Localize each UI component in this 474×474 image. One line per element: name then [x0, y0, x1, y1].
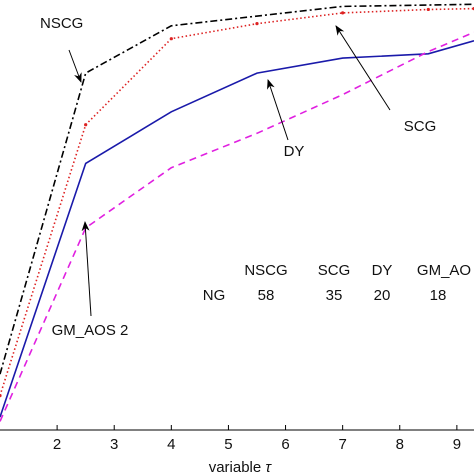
- table-header: NSCG: [244, 262, 287, 279]
- x-tick-label: 6: [281, 436, 289, 453]
- annotation-arrow-dy: [267, 79, 289, 141]
- x-tick-label: 8: [396, 436, 404, 453]
- table-cell: 35: [326, 287, 343, 304]
- data-point-scg: [169, 37, 173, 41]
- x-tick-label: 9: [453, 436, 461, 453]
- annotation-label-gm-aos-2: GM_AOS 2: [52, 322, 129, 339]
- chart-axes: 2 3 4 5 6 7 8 9 variable τ: [0, 425, 474, 474]
- ng-table: NSCG SCG DY GM_AO NG 58 35 20 18: [203, 262, 471, 304]
- x-tick-label: 5: [224, 436, 232, 453]
- chart-marks: [0, 3, 474, 422]
- x-tick-label: 4: [167, 436, 175, 453]
- series-line-dy: [0, 40, 474, 418]
- annotation-arrow-nscg: [68, 49, 82, 83]
- data-point-scg: [0, 394, 2, 398]
- x-axis-label-text: variable: [209, 459, 266, 474]
- table-header: DY: [372, 262, 393, 279]
- annotation-label-nscg: NSCG: [40, 15, 83, 32]
- table-header: SCG: [318, 262, 351, 279]
- series-line-nscg: [0, 3, 474, 375]
- annotation-arrow-gm-aos-2: [81, 221, 92, 317]
- data-point-scg: [426, 7, 430, 12]
- table-cell: 58: [258, 287, 275, 304]
- chart-annotations: NSCG SCG DY GM_AOS 2: [40, 15, 436, 339]
- table-row-label: NG: [203, 287, 226, 304]
- data-point-scg: [84, 123, 88, 127]
- annotation-label-dy: DY: [284, 143, 305, 160]
- table-cell: 20: [374, 287, 391, 304]
- x-tick-label: 2: [53, 436, 61, 453]
- data-point-scg: [341, 11, 345, 15]
- x-axis-label-symbol: τ: [265, 459, 272, 474]
- x-tick-label: 3: [110, 436, 118, 453]
- annotation-arrow-scg: [335, 25, 391, 111]
- data-point-scg: [255, 22, 259, 26]
- series-line-gm-aos-2: [0, 31, 474, 422]
- annotation-label-scg: SCG: [404, 118, 437, 135]
- x-tick-label: 7: [338, 436, 346, 453]
- x-axis-label: variable τ: [209, 459, 273, 474]
- table-cell: 18: [430, 287, 447, 304]
- table-header: GM_AO: [417, 262, 471, 279]
